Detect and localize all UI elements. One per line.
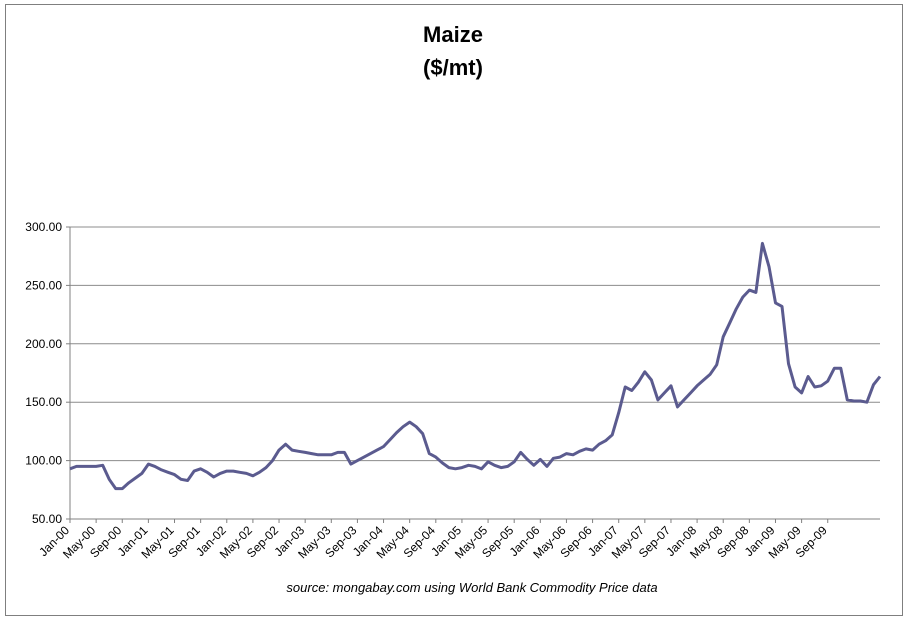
x-axis-ticks: Jan-00May-00Sep-00Jan-01May-01Sep-01Jan-… <box>36 519 830 561</box>
chart-frame <box>5 4 903 616</box>
y-tick-label: 250.00 <box>25 278 62 292</box>
chart-title: Maize <box>423 22 483 47</box>
y-tick-label: 50.00 <box>32 512 62 526</box>
series <box>69 241 882 491</box>
chart-subtitle: ($/mt) <box>423 55 483 80</box>
y-tick-label: 100.00 <box>25 454 62 468</box>
y-tick-label: 150.00 <box>25 395 62 409</box>
y-tick-label: 300.00 <box>25 220 62 234</box>
axes <box>69 227 880 520</box>
y-tick-label: 200.00 <box>25 337 62 351</box>
price-line <box>69 241 882 491</box>
source-note: source: mongabay.com using World Bank Co… <box>286 580 657 595</box>
y-axis-ticks: 300.00 250.00 200.00 150.00 100.00 50.00 <box>25 220 70 526</box>
